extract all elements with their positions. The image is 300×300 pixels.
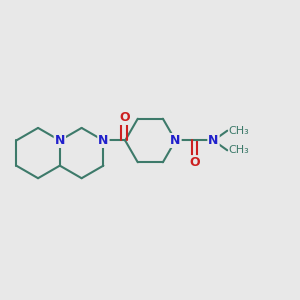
Text: CH₃: CH₃ [229,126,250,136]
Text: CH₃: CH₃ [229,145,250,155]
Text: O: O [189,156,200,169]
Text: O: O [119,111,130,124]
Text: N: N [55,134,65,147]
Text: N: N [98,134,109,147]
Text: N: N [170,134,181,147]
Text: N: N [208,134,219,147]
